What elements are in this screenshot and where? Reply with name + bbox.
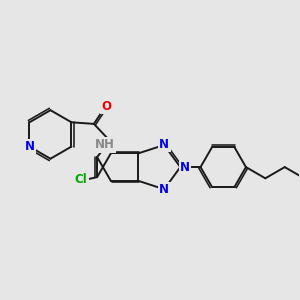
- Text: N: N: [25, 140, 34, 153]
- Text: N: N: [180, 160, 190, 174]
- Text: N: N: [159, 138, 169, 151]
- Text: NH: NH: [94, 138, 114, 151]
- Text: Cl: Cl: [75, 173, 87, 186]
- Text: O: O: [101, 100, 111, 113]
- Text: N: N: [159, 183, 169, 196]
